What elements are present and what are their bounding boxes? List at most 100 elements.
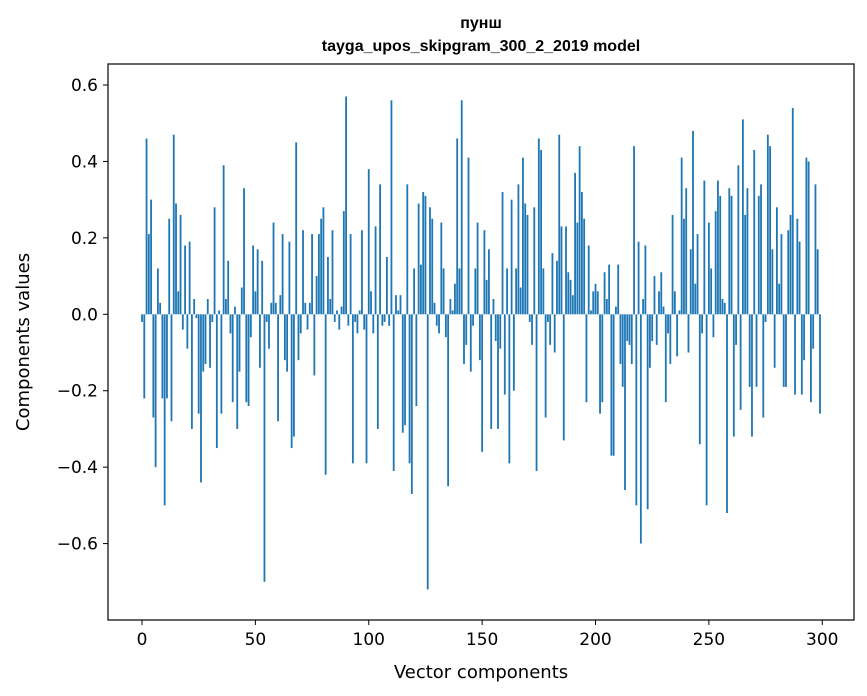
bar-287 <box>791 107 794 315</box>
bar-186 <box>562 314 565 441</box>
bar-67 <box>293 314 295 437</box>
bar-29 <box>206 299 209 315</box>
bar-79 <box>320 218 323 315</box>
bar-25 <box>197 314 200 414</box>
x-tick-label: 100 <box>353 630 385 650</box>
bar-108 <box>385 256 388 315</box>
bar-64 <box>286 314 289 372</box>
bar-9 <box>161 314 164 399</box>
x-tick-label: 50 <box>245 630 267 650</box>
bar-253 <box>714 211 717 315</box>
bar-220 <box>639 314 642 544</box>
bars-group <box>141 96 821 590</box>
bar-55 <box>265 314 268 322</box>
bar-166 <box>517 184 520 315</box>
bar-157 <box>497 314 499 429</box>
bar-69 <box>297 314 300 361</box>
bar-16 <box>177 291 180 315</box>
bar-225 <box>651 314 654 342</box>
bar-230 <box>662 306 665 315</box>
bar-61 <box>279 295 282 315</box>
bar-147 <box>474 268 477 315</box>
bar-237 <box>678 310 681 315</box>
bar-218 <box>635 314 638 506</box>
plot-frame <box>107 63 855 621</box>
bar-42 <box>236 314 239 429</box>
bar-216 <box>630 314 633 364</box>
bar-130 <box>435 314 438 326</box>
bar-182 <box>553 314 556 353</box>
bar-77 <box>315 276 318 315</box>
bar-35 <box>220 314 223 414</box>
bar-135 <box>447 314 450 487</box>
bar-179 <box>546 314 549 322</box>
bar-110 <box>390 100 393 315</box>
bar-109 <box>388 314 391 326</box>
bar-248 <box>703 180 706 315</box>
bar-134 <box>444 314 447 338</box>
bar-121 <box>415 314 418 407</box>
bar-291 <box>800 314 803 395</box>
bar-156 <box>494 314 497 342</box>
bar-184 <box>558 134 561 315</box>
bar-84 <box>331 230 334 315</box>
bar-213 <box>624 314 626 491</box>
bar-260 <box>730 195 733 315</box>
bar-172 <box>531 314 533 345</box>
bar-27 <box>202 314 205 372</box>
bar-123 <box>420 264 422 315</box>
bar-178 <box>544 314 547 418</box>
bar-115 <box>401 314 404 433</box>
bar-106 <box>381 314 384 326</box>
bar-272 <box>757 195 760 315</box>
bar-78 <box>317 234 320 315</box>
bar-23 <box>193 299 196 315</box>
bar-190 <box>571 295 574 315</box>
bar-80 <box>322 207 325 315</box>
bar-174 <box>535 314 538 471</box>
bar-164 <box>512 314 515 391</box>
bar-208 <box>612 314 615 456</box>
bar-59 <box>274 302 277 315</box>
bar-265 <box>741 119 744 315</box>
bar-152 <box>485 279 488 315</box>
y-tick-label: −0.4 <box>57 458 98 478</box>
x-tick-label: 300 <box>806 630 838 650</box>
bar-229 <box>660 272 663 315</box>
bar-92 <box>349 234 352 315</box>
bar-205 <box>605 299 608 315</box>
bar-5 <box>152 314 155 418</box>
bar-203 <box>601 314 604 403</box>
y-axis-ticks: 0.6 0.4 0.2 0.0 −0.2 −0.4 −0.6 <box>57 76 108 555</box>
bar-111 <box>392 314 395 471</box>
bar-132 <box>440 222 443 315</box>
bar-296 <box>812 314 815 349</box>
bar-50 <box>254 291 257 315</box>
bar-33 <box>215 314 218 449</box>
bar-49 <box>252 245 255 315</box>
bar-188 <box>567 272 570 315</box>
bar-268 <box>748 314 751 387</box>
bar-286 <box>789 214 792 315</box>
bar-199 <box>592 291 595 315</box>
bar-2 <box>145 138 148 315</box>
bar-70 <box>299 314 302 334</box>
bar-51 <box>256 249 259 315</box>
bar-240 <box>685 188 688 315</box>
bar-165 <box>515 268 518 315</box>
x-axis-ticks: 0 50 100 150 200 250 300 <box>137 620 838 650</box>
bar-215 <box>628 314 631 345</box>
bar-76 <box>313 314 316 376</box>
bar-96 <box>358 310 361 315</box>
bar-124 <box>422 192 425 315</box>
y-tick-label: 0.0 <box>71 305 98 325</box>
bar-284 <box>785 314 787 387</box>
bar-24 <box>195 314 198 319</box>
y-axis-label: Components values <box>13 253 34 431</box>
y-tick-label: −0.2 <box>57 382 98 402</box>
bar-266 <box>744 214 747 315</box>
bar-17 <box>179 214 182 315</box>
bar-183 <box>556 260 558 315</box>
bar-214 <box>626 314 629 342</box>
